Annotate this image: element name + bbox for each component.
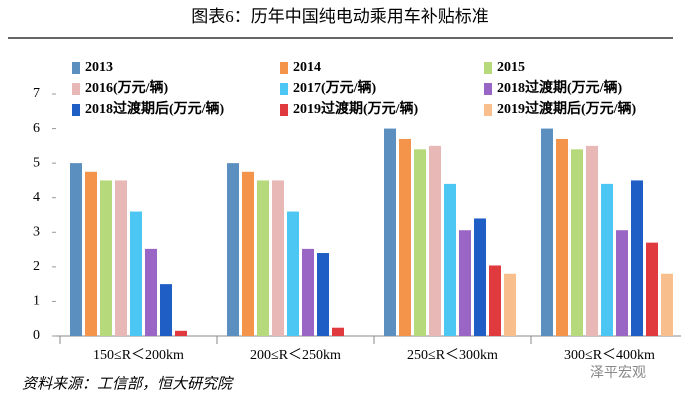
- y-tick-label: 2: [33, 259, 40, 274]
- legend-swatch: [280, 83, 288, 95]
- source: 资料来源：工信部，恒大研究院: [22, 375, 234, 392]
- bar: [586, 145, 598, 336]
- bar: [541, 128, 553, 336]
- bar: [70, 163, 82, 336]
- watermark: 泽平宏观: [590, 365, 646, 381]
- bar: [384, 128, 396, 336]
- y-tick-label: 3: [33, 225, 40, 240]
- legend-label: 2017(万元/辆): [293, 79, 377, 96]
- y-tick-label: 0: [33, 328, 40, 343]
- legend-swatch: [484, 83, 492, 95]
- bar: [145, 248, 157, 336]
- y-tick-label: 7: [33, 86, 40, 101]
- bar: [115, 180, 127, 336]
- bar: [287, 211, 299, 336]
- bar: [85, 171, 97, 336]
- legend-swatch: [484, 104, 492, 116]
- x-tick-label: 150≤R＜200km: [93, 348, 184, 363]
- bar: [474, 218, 486, 336]
- legend-swatch: [280, 62, 288, 74]
- bar: [399, 138, 411, 336]
- bar: [661, 273, 673, 336]
- legend-swatch: [72, 104, 80, 116]
- legend-label: 2019过渡期(万元/辆): [293, 100, 419, 117]
- bar: [459, 230, 471, 336]
- x-tick-label: 300≤R＜400km: [564, 348, 655, 363]
- legend-label: 2018过渡期(万元/辆): [497, 79, 623, 96]
- y-tick-label: 4: [33, 190, 40, 205]
- bar: [302, 248, 314, 336]
- bar: [444, 183, 456, 336]
- legend-label: 2019过渡期后(万元/辆): [497, 100, 637, 117]
- bar: [616, 230, 628, 336]
- legend-swatch: [484, 62, 492, 74]
- y-tick-label: 6: [33, 121, 40, 136]
- bar: [100, 180, 112, 336]
- bar: [489, 265, 501, 336]
- bar: [504, 273, 516, 336]
- y-tick-label: 1: [33, 294, 40, 309]
- bar: [130, 211, 142, 336]
- bar: [227, 163, 239, 336]
- legend-label: 2015: [497, 60, 525, 75]
- legend-swatch: [72, 83, 80, 95]
- legend-label: 2016(万元/辆): [85, 79, 169, 96]
- bar: [631, 180, 643, 336]
- legend-label: 2013: [85, 60, 113, 75]
- chart-title: 图表6：历年中国纯电动乘用车补贴标准: [191, 7, 489, 26]
- bar: [332, 327, 344, 336]
- bar: [272, 180, 284, 336]
- bar: [242, 171, 254, 336]
- bar: [556, 138, 568, 336]
- bar: [571, 149, 583, 336]
- legend-swatch: [280, 104, 288, 116]
- bar: [175, 330, 187, 336]
- legend-label: 2018过渡期后(万元/辆): [85, 100, 225, 117]
- bar: [257, 180, 269, 336]
- legend-swatch: [72, 62, 80, 74]
- x-tick-label: 200≤R＜250km: [250, 348, 341, 363]
- legend-label: 2014: [293, 60, 321, 75]
- bar: [414, 149, 426, 336]
- x-tick-label: 250≤R＜300km: [407, 348, 498, 363]
- bar: [317, 253, 329, 336]
- bar: [646, 242, 658, 336]
- y-tick-label: 5: [33, 155, 40, 170]
- bar: [429, 145, 441, 336]
- bar: [601, 183, 613, 336]
- bar: [160, 284, 172, 336]
